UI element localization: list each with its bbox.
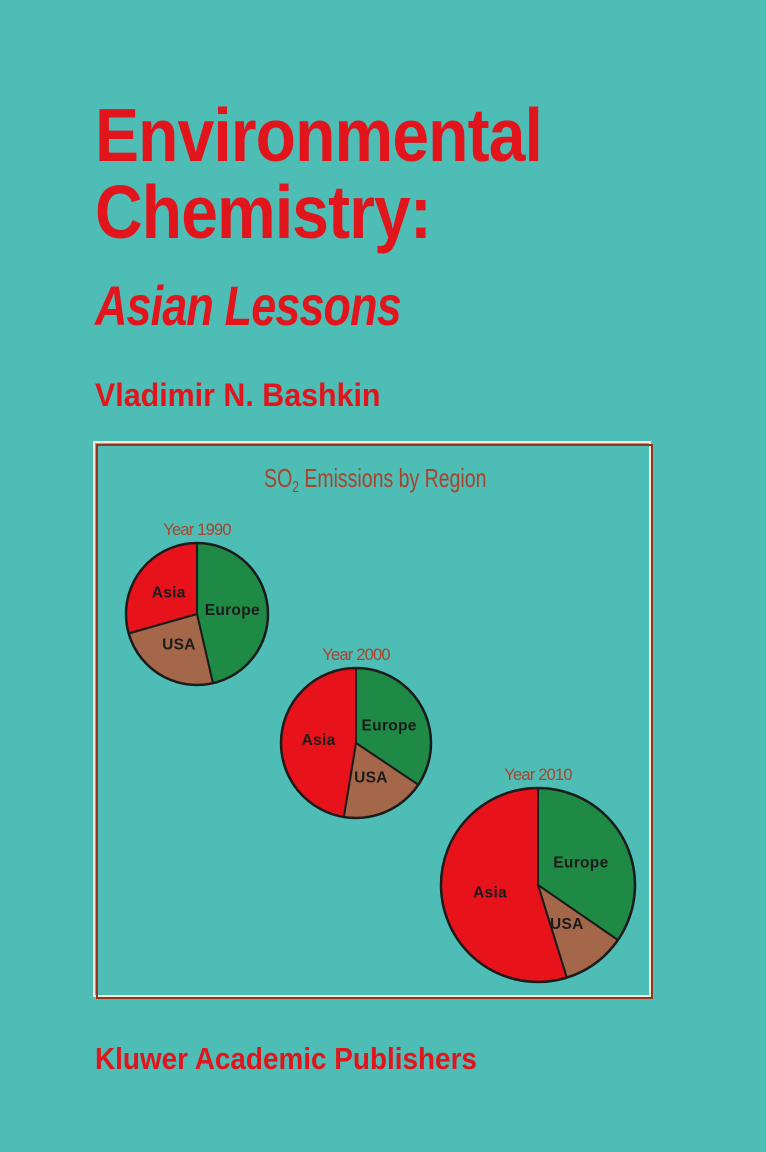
- pie-slice-label-asia: Asia: [302, 732, 336, 749]
- pie-slice-label-usa: USA: [162, 637, 196, 654]
- author-name: Vladimir N. Bashkin: [95, 377, 381, 413]
- pie-year-label: Year 2010: [504, 766, 572, 784]
- subscript-2: 2: [291, 479, 299, 496]
- pie-slice-label-europe: Europe: [205, 602, 260, 619]
- pie-year-label: Year 2000: [322, 646, 390, 664]
- pie-slice-label-asia: Asia: [473, 884, 507, 901]
- book-title-line2: Chemistry:: [95, 170, 432, 254]
- pie-outline: [124, 541, 270, 687]
- book-subtitle: Asian Lessons: [95, 274, 402, 337]
- pie-slice-label-europe: Europe: [553, 854, 608, 871]
- pie-slice-label-usa: USA: [354, 769, 388, 786]
- pie-slice-label-usa: USA: [550, 916, 584, 933]
- chart-heading: SO2 Emissions by Region: [93, 463, 657, 497]
- chart-heading-text: SO2 Emissions by Region: [263, 463, 487, 496]
- book-title: Environmental Chemistry:: [95, 97, 603, 251]
- book-title-line1: Environmental: [95, 93, 543, 177]
- panel-frame-inner: [96, 444, 653, 999]
- pie-year-label: Year 1990: [163, 521, 231, 539]
- pie-slice-label-asia: Asia: [152, 585, 186, 602]
- pie-slice-label-europe: Europe: [361, 717, 416, 734]
- chart-panel: [93, 441, 657, 1003]
- publisher-name: Kluwer Academic Publishers: [95, 1041, 477, 1076]
- panel-frame-outer: [93, 441, 651, 997]
- pie-outline: [279, 666, 433, 820]
- pie-outline: [439, 786, 637, 984]
